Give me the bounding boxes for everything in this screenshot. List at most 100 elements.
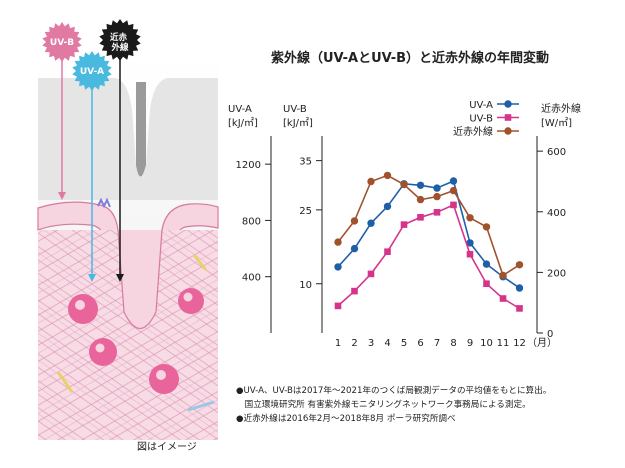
data-point <box>483 280 490 287</box>
data-point <box>334 302 342 310</box>
x-tick-label: 7 <box>434 338 440 349</box>
data-point <box>449 177 458 185</box>
hair-follicle-dark <box>136 82 146 177</box>
data-point <box>516 305 523 312</box>
legend-label: 近赤外線 <box>453 125 493 138</box>
cell <box>178 288 204 314</box>
uva-tick-label: 1200 <box>236 160 261 171</box>
x-tick-label: 10 <box>480 338 493 349</box>
nir-tick-label: 200 <box>547 268 566 279</box>
data-point <box>482 223 491 231</box>
data-point <box>466 250 474 258</box>
collagen-cell-group <box>68 288 204 394</box>
data-point <box>515 284 524 292</box>
x-tick-label: 11 <box>497 338 510 349</box>
data-point <box>383 202 392 211</box>
data-point <box>367 219 375 227</box>
data-point <box>400 221 408 228</box>
x-tick-label: 12 <box>513 338 526 349</box>
x-tick-label: 4 <box>384 338 390 349</box>
uvb-tick-label: 35 <box>299 157 312 168</box>
axis-ticks: 400 800 1200 10 25 35 0 200 400 600 <box>236 147 567 340</box>
footnote-3: ●近赤外線は2016年2月～2018年8月 ポーラ研究所調べ <box>236 414 456 424</box>
uva-axis-label: UV-A <box>228 104 252 115</box>
x-tick-label: 5 <box>401 338 407 349</box>
data-point <box>482 260 491 268</box>
blood-vessel <box>56 371 74 393</box>
series-layer <box>334 171 524 312</box>
data-point <box>334 263 342 271</box>
data-point <box>433 192 441 201</box>
data-point <box>466 239 474 247</box>
data-point <box>449 186 458 195</box>
legend-label: UV-A <box>469 100 493 111</box>
melanocyte <box>97 197 111 209</box>
series-1 <box>334 177 524 292</box>
data-point <box>384 248 391 255</box>
data-point <box>416 181 425 189</box>
nir-badge-label: 近赤 外線 <box>110 32 130 53</box>
nir-tick-label: 0 <box>547 329 553 340</box>
skin-surface-gray <box>38 78 218 200</box>
uva-tick-label: 800 <box>242 216 261 227</box>
data-point <box>433 209 441 216</box>
x-tick-label: 8 <box>450 338 456 349</box>
uvb-arrow-head <box>58 192 66 200</box>
data-point <box>417 214 424 221</box>
data-point <box>334 238 342 246</box>
data-point <box>499 271 507 280</box>
uvb-badge: UV-B <box>42 22 82 62</box>
uva-arrow-head <box>88 274 96 282</box>
footnotes: ●UV-A、UV-Bは2017年～2021年のつくば局観測データの平均値をもとに… <box>236 384 621 426</box>
nir-tick-label: 400 <box>547 208 566 219</box>
nir-tick-label: 600 <box>547 147 566 158</box>
data-point <box>433 184 441 192</box>
data-point <box>350 244 359 253</box>
data-point <box>367 270 375 278</box>
data-point <box>351 287 358 295</box>
series-2 <box>334 201 523 312</box>
illustration-caption: 図はイメージ <box>137 442 197 453</box>
uvb-tick-label: 10 <box>299 280 312 291</box>
nir-axis-unit: [W/㎡] <box>541 117 572 129</box>
data-point <box>450 201 457 209</box>
legend-marker <box>504 100 512 108</box>
uva-badge-label: UV-A <box>80 67 104 77</box>
data-point <box>400 180 408 189</box>
data-point <box>383 171 392 180</box>
x-tick-label: 9 <box>467 338 473 349</box>
nir-arrow-head <box>116 274 124 282</box>
x-tick-label: 2 <box>351 338 357 349</box>
uva-axis-unit: [kJ/㎡] <box>228 117 258 129</box>
legend-label: UV-B <box>469 114 493 125</box>
x-axis-unit: （月） <box>527 337 557 349</box>
data-point <box>515 261 524 269</box>
data-point <box>466 214 474 222</box>
nir-badge: 近赤 外線 <box>99 19 141 61</box>
series-line <box>337 203 520 310</box>
nir-axis-label: 近赤外線 <box>541 102 581 115</box>
uvb-badge-label: UV-B <box>50 38 74 48</box>
footnote-1: ●UV-A、UV-Bは2017年～2021年のつくば局観測データの平均値をもとに… <box>236 386 552 396</box>
x-tick-label: 1 <box>335 338 341 349</box>
uva-badge: UV-A <box>72 51 112 91</box>
uvb-tick-label: 25 <box>299 206 312 217</box>
series-3 <box>334 171 524 280</box>
chart: 紫外線（UV-AとUV-B）と近赤外線の年間変動 UV-A [kJ/㎡] UV-… <box>228 50 581 349</box>
uva-tick-label: 400 <box>242 273 261 284</box>
data-point <box>499 295 507 302</box>
series-line <box>337 174 520 277</box>
data-point <box>367 177 375 186</box>
uvb-axis-label: UV-B <box>283 104 307 115</box>
footnote-2: 国立環境研究所 有害紫外線モニタリングネットワーク事務局による測定。 <box>236 400 531 410</box>
cell <box>89 338 117 366</box>
follicle-in-dermis <box>117 229 163 330</box>
legend-marker <box>504 114 512 121</box>
skin-illustration: UV-B UV-A 近赤 外線 <box>37 19 219 440</box>
chart-title: 紫外線（UV-AとUV-B）と近赤外線の年間変動 <box>271 50 549 66</box>
uvb-axis-unit: [kJ/㎡] <box>283 117 313 129</box>
data-point <box>416 195 425 204</box>
legend-marker <box>504 127 512 135</box>
